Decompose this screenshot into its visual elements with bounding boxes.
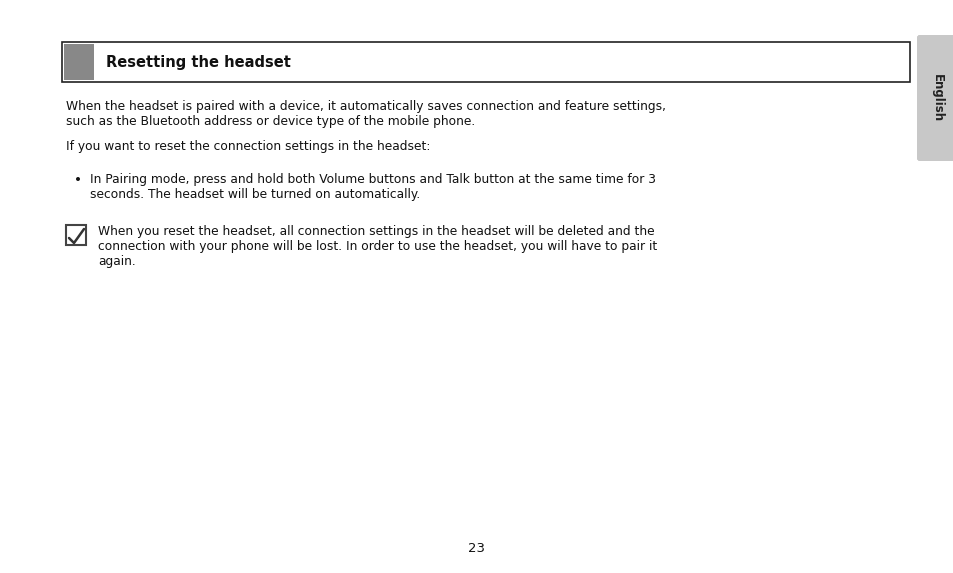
Text: English: English xyxy=(929,74,943,122)
Text: When you reset the headset, all connection settings in the headset will be delet: When you reset the headset, all connecti… xyxy=(98,225,654,238)
Text: again.: again. xyxy=(98,255,135,268)
Bar xyxy=(62,42,909,82)
Text: such as the Bluetooth address or device type of the mobile phone.: such as the Bluetooth address or device … xyxy=(66,115,475,128)
Text: When the headset is paired with a device, it automatically saves connection and : When the headset is paired with a device… xyxy=(66,100,665,113)
Bar xyxy=(66,225,86,245)
Text: Resetting the headset: Resetting the headset xyxy=(106,54,291,69)
Bar xyxy=(64,44,94,80)
Text: connection with your phone will be lost. In order to use the headset, you will h: connection with your phone will be lost.… xyxy=(98,240,657,253)
FancyBboxPatch shape xyxy=(916,35,953,161)
Text: In Pairing mode, press and hold both Volume buttons and Talk button at the same : In Pairing mode, press and hold both Vol… xyxy=(90,173,656,186)
Text: seconds. The headset will be turned on automatically.: seconds. The headset will be turned on a… xyxy=(90,188,420,201)
Text: 23: 23 xyxy=(468,542,485,555)
Text: •: • xyxy=(74,173,82,187)
FancyBboxPatch shape xyxy=(916,35,953,161)
Text: If you want to reset the connection settings in the headset:: If you want to reset the connection sett… xyxy=(66,140,430,153)
